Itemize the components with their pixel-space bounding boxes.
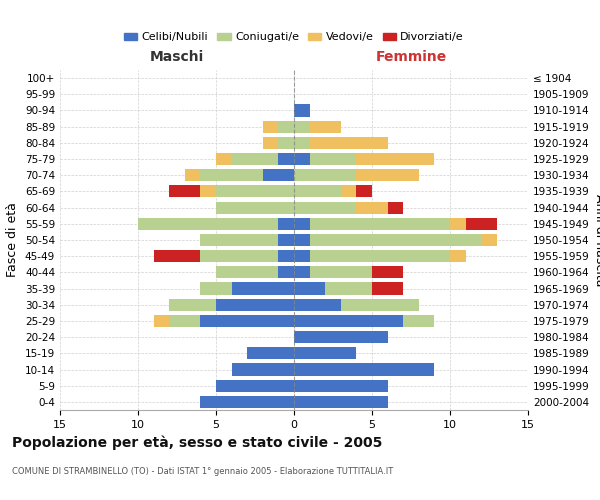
Bar [356,153,434,165]
Bar [341,186,356,198]
Bar [325,282,372,294]
Bar [278,120,294,132]
Bar [278,266,294,278]
Bar [356,202,388,213]
Bar [310,153,356,165]
Bar [372,282,403,294]
Bar [294,396,388,408]
Bar [372,266,403,278]
Bar [310,266,372,278]
Bar [450,250,466,262]
Bar [263,169,294,181]
Bar [200,169,263,181]
Bar [216,153,232,165]
Bar [232,153,278,165]
Bar [294,202,356,213]
Bar [294,282,325,294]
Bar [294,298,341,311]
Bar [450,218,466,230]
Bar [200,250,278,262]
Bar [138,218,278,230]
Bar [294,218,310,230]
Legend: Celibi/Nubili, Coniugati/e, Vedovi/e, Divorziati/e: Celibi/Nubili, Coniugati/e, Vedovi/e, Di… [119,28,469,47]
Bar [294,315,403,327]
Bar [200,234,278,246]
Bar [278,137,294,149]
Bar [310,218,450,230]
Bar [403,315,434,327]
Bar [216,298,294,311]
Bar [294,153,310,165]
Bar [232,282,294,294]
Bar [356,169,419,181]
Y-axis label: Anni di nascita: Anni di nascita [593,194,600,286]
Bar [278,250,294,262]
Bar [310,137,388,149]
Bar [294,104,310,117]
Text: COMUNE DI STRAMBINELLO (TO) - Dati ISTAT 1° gennaio 2005 - Elaborazione TUTTITAL: COMUNE DI STRAMBINELLO (TO) - Dati ISTAT… [12,468,393,476]
Bar [481,234,497,246]
Bar [310,234,481,246]
Bar [263,137,278,149]
Text: Femmine: Femmine [376,50,446,64]
Bar [294,266,310,278]
Bar [263,120,278,132]
Bar [216,202,294,213]
Bar [216,186,294,198]
Bar [278,234,294,246]
Bar [294,120,310,132]
Bar [200,186,216,198]
Text: Popolazione per età, sesso e stato civile - 2005: Popolazione per età, sesso e stato civil… [12,435,382,450]
Bar [356,186,372,198]
Bar [200,396,294,408]
Bar [294,331,388,343]
Bar [169,315,200,327]
Bar [169,186,200,198]
Bar [216,266,278,278]
Bar [388,202,403,213]
Bar [200,282,232,294]
Bar [341,298,419,311]
Text: Maschi: Maschi [150,50,204,64]
Bar [310,250,450,262]
Bar [294,137,310,149]
Bar [278,153,294,165]
Y-axis label: Fasce di età: Fasce di età [7,202,19,278]
Bar [154,250,200,262]
Bar [294,348,356,360]
Bar [294,186,341,198]
Bar [466,218,497,230]
Bar [294,364,434,376]
Bar [294,234,310,246]
Bar [294,169,356,181]
Bar [310,120,341,132]
Bar [169,298,216,311]
Bar [294,250,310,262]
Bar [247,348,294,360]
Bar [185,169,200,181]
Bar [200,315,294,327]
Bar [278,218,294,230]
Bar [154,315,169,327]
Bar [232,364,294,376]
Bar [294,380,388,392]
Bar [216,380,294,392]
